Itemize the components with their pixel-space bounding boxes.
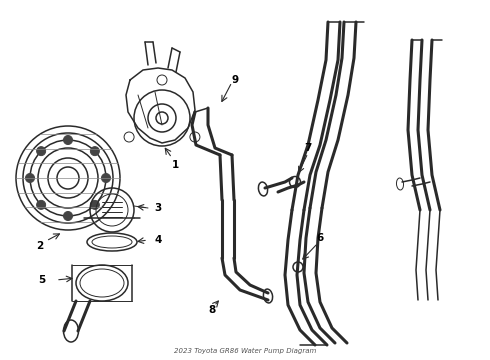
Text: 9: 9 [231, 75, 239, 85]
Circle shape [25, 174, 34, 183]
Text: 5: 5 [38, 275, 46, 285]
Circle shape [90, 147, 99, 156]
Text: 2: 2 [36, 241, 44, 251]
Circle shape [37, 147, 46, 156]
Circle shape [101, 174, 111, 183]
Circle shape [90, 201, 99, 210]
Text: 6: 6 [317, 233, 323, 243]
Text: 8: 8 [208, 305, 216, 315]
Text: 4: 4 [154, 235, 162, 245]
Circle shape [64, 135, 73, 144]
Text: 2023 Toyota GR86 Water Pump Diagram: 2023 Toyota GR86 Water Pump Diagram [174, 348, 316, 354]
Circle shape [64, 211, 73, 220]
Circle shape [37, 201, 46, 210]
Text: 7: 7 [304, 143, 312, 153]
Text: 3: 3 [154, 203, 162, 213]
Text: 1: 1 [172, 160, 179, 170]
